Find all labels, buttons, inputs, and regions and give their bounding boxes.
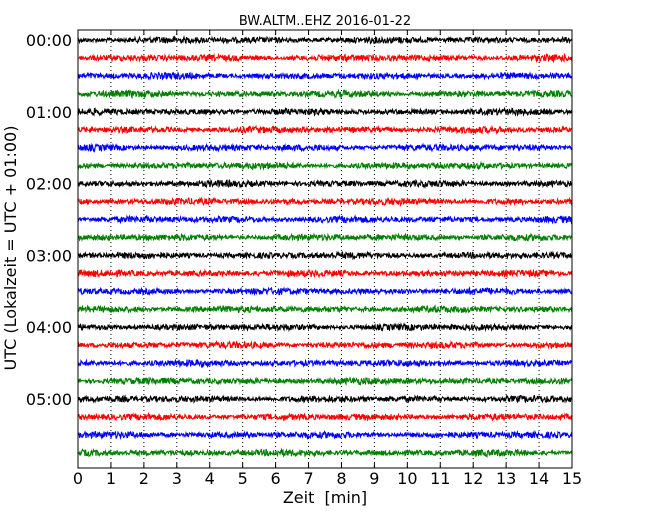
trace-0400 [77, 322, 573, 333]
y-tick-label: 02:00 [26, 175, 72, 194]
y-axis-label: UTC (Lokalzeit = UTC + 01:00) [1, 126, 20, 371]
trace-0500 [77, 394, 573, 404]
y-tick-label: 03:00 [26, 246, 72, 265]
trace-0200 [77, 178, 573, 189]
x-tick-label: 10 [397, 469, 417, 488]
trace-0215 [77, 196, 573, 208]
x-tick-label: 7 [303, 469, 313, 488]
y-tick-label: 00:00 [26, 31, 72, 50]
trace-0100 [77, 106, 573, 117]
x-tick-label: 3 [172, 469, 182, 488]
trace-0300 [77, 250, 573, 261]
x-tick-label: 13 [496, 469, 516, 488]
trace-0045 [77, 88, 573, 100]
trace-0345 [77, 304, 573, 315]
x-tick-label: 6 [271, 469, 281, 488]
trace-0530 [77, 429, 573, 441]
x-tick-label: 14 [529, 469, 549, 488]
trace-0315 [77, 268, 573, 279]
chart-title: BW.ALTM..EHZ 2016-01-22 [239, 14, 411, 29]
y-tick-label: 04:00 [26, 318, 72, 337]
seismogram-traces [77, 34, 573, 459]
x-tick-label: 12 [463, 469, 483, 488]
trace-0430 [77, 358, 573, 369]
trace-0515 [77, 411, 573, 422]
trace-0030 [77, 71, 573, 81]
trace-0445 [77, 376, 573, 387]
x-tick-label: 5 [238, 469, 248, 488]
x-tick-label: 1 [106, 469, 116, 488]
x-tick-label: 9 [369, 469, 379, 488]
x-tick-label: 4 [205, 469, 215, 488]
y-axis-ticks: 00:00 01:00 02:00 03:00 04:00 05:00 [26, 31, 572, 409]
y-tick-label: 01:00 [26, 103, 72, 122]
trace-0145 [77, 160, 573, 171]
x-tick-label: 11 [430, 469, 450, 488]
x-axis-label: Zeit [min] [283, 488, 367, 507]
x-tick-label: 2 [139, 469, 149, 488]
trace-0330 [77, 286, 573, 297]
trace-0415 [77, 339, 573, 351]
x-tick-label: 15 [562, 469, 582, 488]
trace-0115 [77, 124, 573, 135]
x-tick-label: 8 [336, 469, 346, 488]
trace-0000 [77, 34, 573, 45]
trace-0130 [77, 142, 573, 153]
trace-0015 [77, 52, 573, 64]
trace-0545 [77, 447, 573, 459]
x-tick-label: 0 [73, 469, 83, 488]
y-tick-label: 05:00 [26, 390, 72, 409]
x-axis-ticks: 0 1 2 3 4 5 6 7 8 9 10 11 12 13 14 15 [73, 30, 582, 488]
trace-0230 [77, 214, 573, 225]
trace-0245 [77, 232, 573, 243]
plot-frame [77, 29, 573, 469]
